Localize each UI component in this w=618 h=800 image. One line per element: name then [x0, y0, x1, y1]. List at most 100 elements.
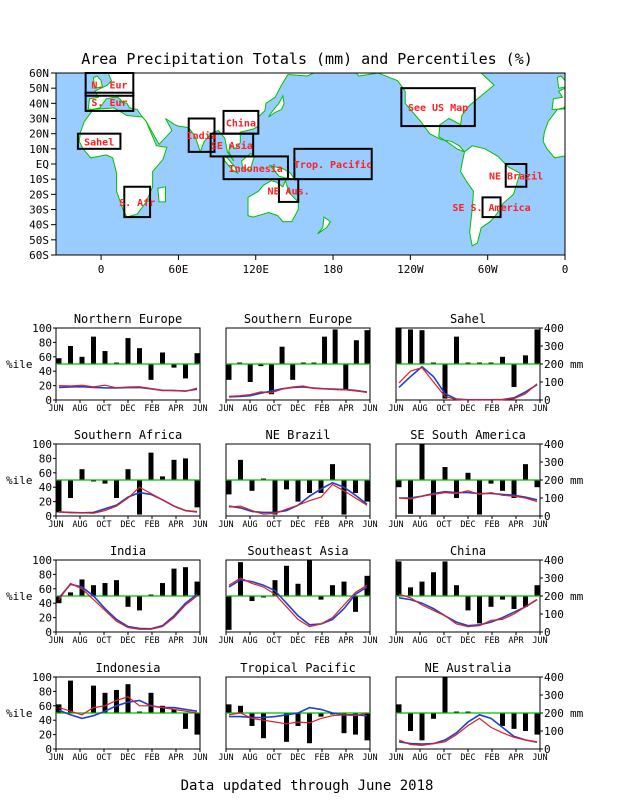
pct-axis-label: %ile: [6, 474, 33, 487]
lon-label: 0: [562, 263, 569, 276]
percentile-bar: [125, 469, 131, 480]
percentile-bar: [160, 705, 165, 713]
percentile-bar: [194, 713, 200, 735]
percentile-bar: [454, 480, 459, 498]
percentile-bar: [261, 713, 266, 739]
percentile-bar: [330, 585, 335, 596]
mm-axis-label: mm: [570, 358, 584, 371]
percentile-bar: [307, 480, 312, 493]
lat-label: 50N: [29, 82, 49, 95]
observed-precip-line: [58, 486, 198, 514]
region-box: [187, 117, 216, 153]
percentile-bar: [465, 362, 471, 364]
pct-tick-label: 0: [45, 510, 52, 523]
month-label: DEC: [120, 520, 135, 530]
mm-tick-label: 300: [544, 340, 564, 353]
percentile-bar: [91, 585, 96, 596]
panel-title: Southeast Asia: [247, 544, 348, 558]
month-label: DEC: [460, 404, 475, 414]
percentile-bar: [396, 704, 402, 713]
month-label: APR: [168, 404, 184, 414]
footer-note: Data updated through June 2018: [181, 778, 434, 794]
percentile-bar: [523, 355, 528, 364]
panel-title: China: [450, 544, 486, 558]
month-label: OCT: [436, 404, 451, 414]
pct-tick-label: 20: [39, 380, 52, 393]
region-label: NE Brazil: [489, 170, 543, 182]
month-label: APR: [168, 520, 184, 530]
mm-tick-label: 200: [544, 707, 564, 720]
percentile-bar: [183, 567, 188, 596]
percentile-bar: [419, 444, 425, 480]
percentile-bar: [148, 692, 154, 713]
pct-tick-label: 40: [39, 597, 52, 610]
page-title: Area Precipitation Totals (mm) and Perce…: [81, 50, 533, 68]
percentile-bar: [295, 583, 301, 596]
mm-tick-label: 200: [544, 590, 564, 603]
percentile-bar: [268, 364, 274, 395]
world-map: 60N 50N 40N 30N 20N 10N EQ 10S 20S 30S 40S 50S 60S 0 6…: [29, 67, 569, 276]
month-label: JUN: [48, 520, 63, 530]
lon-label: 120W: [397, 263, 424, 276]
month-label: JUN: [388, 520, 403, 530]
month-label: AUG: [412, 520, 427, 530]
percentile-bar: [290, 364, 296, 380]
percentile-bar: [125, 596, 131, 607]
mm-tick-label: 400: [544, 671, 564, 684]
mm-axis-label: mm: [570, 590, 584, 603]
month-label: OCT: [266, 636, 281, 646]
percentile-bar: [171, 568, 177, 596]
panel-title: SE South America: [410, 428, 526, 442]
percentile-bar: [238, 705, 243, 713]
pct-tick-label: 40: [39, 714, 52, 727]
pct-axis-label: %ile: [6, 358, 33, 371]
percentile-bar: [261, 596, 266, 598]
month-label: APR: [338, 520, 354, 530]
normal-precip-line: [398, 713, 538, 745]
percentile-bar: [419, 581, 425, 596]
percentile-bar: [523, 596, 528, 607]
percentile-bar: [194, 353, 200, 364]
lon-label: 60W: [478, 263, 498, 276]
lat-label: EQ: [36, 158, 49, 171]
region-box: [84, 91, 135, 112]
percentile-bar: [295, 480, 301, 502]
region-label: NE Aus.: [268, 187, 310, 198]
percentile-bar: [364, 480, 370, 502]
percentile-bar: [500, 356, 505, 364]
percentile-bar: [148, 452, 154, 480]
month-label: FEB: [144, 636, 159, 646]
mm-axis-label: mm: [570, 707, 584, 720]
panel-ne-brazil: NE Brazil JUN AUG OCT DEC FEB APR JUN: [218, 428, 377, 530]
region-label: Sahel: [84, 137, 114, 148]
percentile-bar: [500, 480, 505, 491]
percentile-bar: [238, 459, 243, 480]
month-label: APR: [338, 753, 354, 763]
month-label: OCT: [96, 636, 111, 646]
pct-tick-label: 100: [32, 438, 52, 451]
percentile-bar: [332, 329, 338, 364]
month-label: OCT: [96, 404, 111, 414]
pct-tick-label: 80: [39, 452, 52, 465]
percentile-bar: [68, 346, 73, 364]
month-label: OCT: [266, 753, 281, 763]
panel-title: Southern Europe: [244, 312, 352, 326]
lat-label: 30N: [29, 113, 49, 126]
percentile-bar: [523, 464, 528, 480]
landmass-borneo: [241, 152, 255, 171]
month-label: JUN: [192, 404, 207, 414]
mm-tick-label: 400: [544, 438, 564, 451]
percentile-bar: [258, 364, 264, 367]
percentile-bar: [488, 596, 494, 607]
month-label: JUN: [362, 636, 377, 646]
percentile-bar: [454, 585, 459, 596]
observed-precip-line: [228, 577, 368, 628]
mm-tick-label: 400: [544, 322, 564, 335]
percentile-bar: [353, 596, 358, 612]
landmass-europe-asia: [551, 87, 565, 110]
percentile-bar: [353, 340, 359, 364]
percentile-bar: [353, 713, 358, 735]
